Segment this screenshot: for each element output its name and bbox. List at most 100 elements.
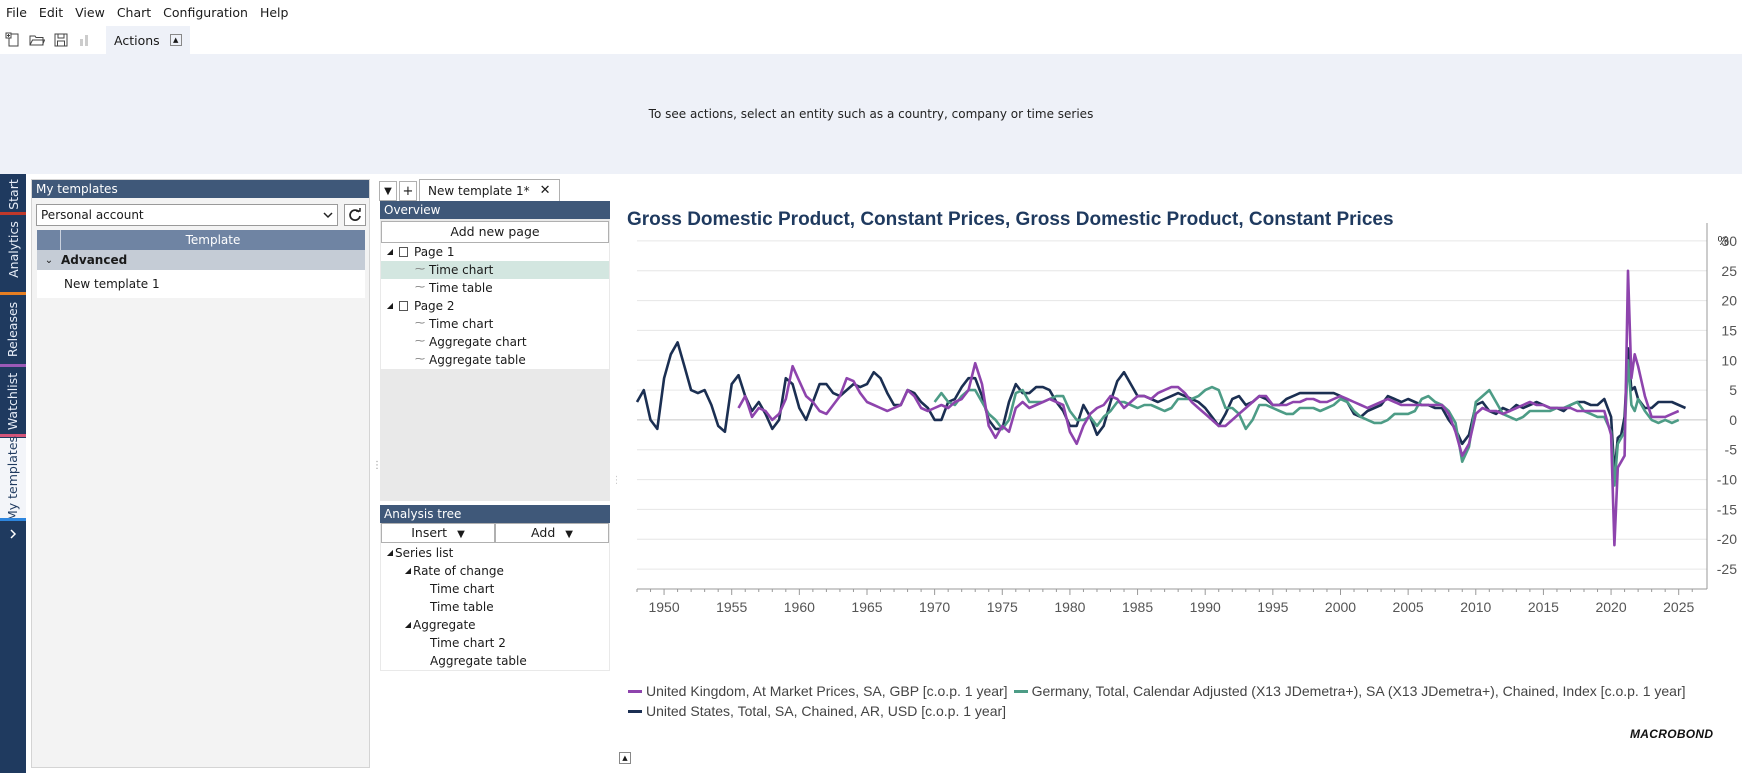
toolbar: Actions ▲ [0, 26, 1742, 54]
template-group-row[interactable]: ⌄ Advanced [37, 250, 365, 270]
expanded-triangle-icon[interactable]: ◢ [386, 548, 394, 557]
analysis-tree-header: Analysis tree [380, 505, 610, 523]
tree-page-1[interactable]: ◢ Page 1 [381, 243, 609, 261]
tree-item-label: Aggregate table [429, 353, 526, 367]
sidebar-tab-my-templates[interactable]: My templates [0, 435, 26, 521]
tree-series-list-label: Series list [395, 546, 454, 560]
template-group-label: Advanced [61, 253, 128, 267]
template-row[interactable]: New template 1 [37, 270, 365, 298]
x-tick-label: 1985 [1122, 599, 1153, 615]
tree-item-time-chart[interactable]: ⁓ Time chart [381, 315, 609, 333]
sidebar-mark-analytics [0, 292, 26, 295]
legend-entry-us[interactable]: United States, Total, SA, Chained, AR, U… [646, 703, 1007, 719]
sidebar-expand-icon[interactable] [0, 524, 26, 544]
y-tick-label: -20 [1717, 531, 1737, 547]
tree-page-2[interactable]: ◢ Page 2 [381, 297, 609, 315]
x-tick-label: 1990 [1190, 599, 1221, 615]
chart-bars-icon [74, 29, 96, 51]
template-table: Template ⌄ Advanced New template 1 [37, 230, 365, 298]
expanded-triangle-icon[interactable]: ◢ [386, 247, 394, 256]
tree-item-label: Time chart [429, 263, 494, 277]
chart-area[interactable]: 30 25 20 15 10 5 0 -5 -10 -15 -20 -25% 1950 1955 1960 1… [617, 201, 1742, 748]
new-tab-button[interactable]: + [399, 181, 417, 201]
tree-item-aggregate-table[interactable]: ⁓ Aggregate table [381, 351, 609, 369]
insert-label: Insert [411, 525, 448, 540]
menu-chart[interactable]: Chart [116, 5, 152, 20]
tree-page-1-label: Page 1 [414, 245, 455, 259]
x-tick-label: 1980 [1054, 599, 1085, 615]
tree-item-time-table[interactable]: ⁓ Time table [381, 279, 609, 297]
collapse-up-icon[interactable]: ▲ [619, 752, 631, 764]
refresh-button[interactable] [344, 204, 366, 226]
line-chart-icon: ⁓ [415, 282, 425, 293]
expanded-triangle-icon[interactable]: ◢ [404, 566, 412, 575]
document-tabs: ▼ + New template 1* ✕ [379, 179, 560, 201]
insert-dropdown-button[interactable]: Insert ▼ [381, 523, 495, 543]
new-document-icon[interactable] [2, 29, 24, 51]
collapse-up-icon[interactable]: ▲ [169, 34, 182, 46]
expanded-triangle-icon[interactable]: ◢ [386, 301, 394, 310]
account-select[interactable]: Personal account [36, 204, 338, 226]
legend-entry-germany[interactable]: Germany, Total, Calendar Adjusted (X13 J… [1031, 683, 1686, 699]
tree-item-time-table[interactable]: Time table [381, 598, 609, 616]
y-tick-label: -5 [1725, 442, 1738, 458]
menu-file[interactable]: File [6, 5, 27, 20]
y-tick-label: -15 [1717, 501, 1737, 517]
sidebar-tab-releases[interactable]: Releases [0, 296, 26, 362]
line-chart-icon: ⁓ [415, 354, 425, 365]
add-dropdown-button[interactable]: Add ▼ [495, 523, 609, 543]
chart-title[interactable]: Gross Domestic Product, Constant Prices,… [627, 209, 1394, 230]
sidebar-tab-watchlist[interactable]: Watchlist [0, 368, 26, 434]
y-tick-label: 10 [1721, 352, 1737, 368]
menu-configuration[interactable]: Configuration [163, 5, 248, 20]
page-icon [399, 301, 408, 311]
tree-item-label: Aggregate table [430, 654, 527, 668]
menu-view[interactable]: View [75, 5, 105, 20]
x-tick-label: 1970 [919, 599, 950, 615]
tree-rate-of-change[interactable]: ◢ Rate of change [381, 562, 609, 580]
legend-row: United Kingdom, At Market Prices, SA, GB… [628, 683, 1686, 699]
templates-header: My templates [32, 180, 369, 198]
tree-aggregate[interactable]: ◢ Aggregate [381, 616, 609, 634]
sidebar-tab-start[interactable]: Start [0, 176, 26, 212]
add-new-page-button[interactable]: Add new page [381, 221, 609, 243]
tree-item-label: Time table [429, 281, 493, 295]
tree-item-time-chart[interactable]: ⁓ Time chart [381, 261, 609, 279]
sidebar-tab-watchlist-label: Watchlist [5, 372, 21, 430]
page-icon [399, 247, 408, 257]
save-icon[interactable] [50, 29, 72, 51]
tab-list-dropdown-button[interactable]: ▼ [379, 181, 397, 201]
tree-item-time-chart[interactable]: Time chart [381, 580, 609, 598]
legend-swatch-uk [628, 689, 642, 693]
tree-item-label: Time chart [429, 317, 494, 331]
tree-item-aggregate-table[interactable]: Aggregate table [381, 652, 609, 670]
x-tick-label: 2005 [1393, 599, 1424, 615]
x-tick-label: 2000 [1325, 599, 1356, 615]
overview-panel: Overview Add new page ◢ Page 1 ⁓ Time ch… [380, 201, 610, 501]
tree-item-aggregate-chart[interactable]: ⁓ Aggregate chart [381, 333, 609, 351]
expanded-triangle-icon[interactable]: ◢ [404, 620, 412, 629]
actions-tab[interactable]: Actions ▲ [106, 26, 190, 54]
close-icon[interactable]: ✕ [539, 183, 551, 198]
collapse-caret-icon[interactable]: ⌄ [44, 254, 54, 266]
template-column-header: Template [37, 230, 365, 250]
tree-item-label: Aggregate chart [429, 335, 527, 349]
tab-new-template[interactable]: New template 1* ✕ [419, 179, 560, 201]
menu-help[interactable]: Help [259, 5, 289, 20]
legend-entry-uk[interactable]: United Kingdom, At Market Prices, SA, GB… [646, 683, 1008, 699]
actions-hint: To see actions, select an entity such as… [648, 107, 1094, 121]
open-folder-icon[interactable] [26, 29, 48, 51]
splitter-handle[interactable]: ⋮ [372, 460, 382, 471]
analysis-tree: ◢ Series list ◢ Rate of change Time char… [381, 543, 609, 670]
account-select-value: Personal account [41, 208, 144, 222]
line-chart-icon: ⁓ [415, 318, 425, 329]
menu-bar: File Edit View Chart Configuration Help [0, 0, 1742, 26]
series-line-uk [737, 269, 1680, 547]
menu-edit[interactable]: Edit [38, 5, 64, 20]
tree-item-time-chart-2[interactable]: Time chart 2 [381, 634, 609, 652]
x-tick-label: 1975 [987, 599, 1018, 615]
tree-series-list[interactable]: ◢ Series list [381, 544, 609, 562]
overview-tree: ◢ Page 1 ⁓ Time chart ⁓ Time table ◢ Pag… [381, 243, 609, 369]
sidebar-tab-analytics[interactable]: Analytics [0, 216, 26, 282]
